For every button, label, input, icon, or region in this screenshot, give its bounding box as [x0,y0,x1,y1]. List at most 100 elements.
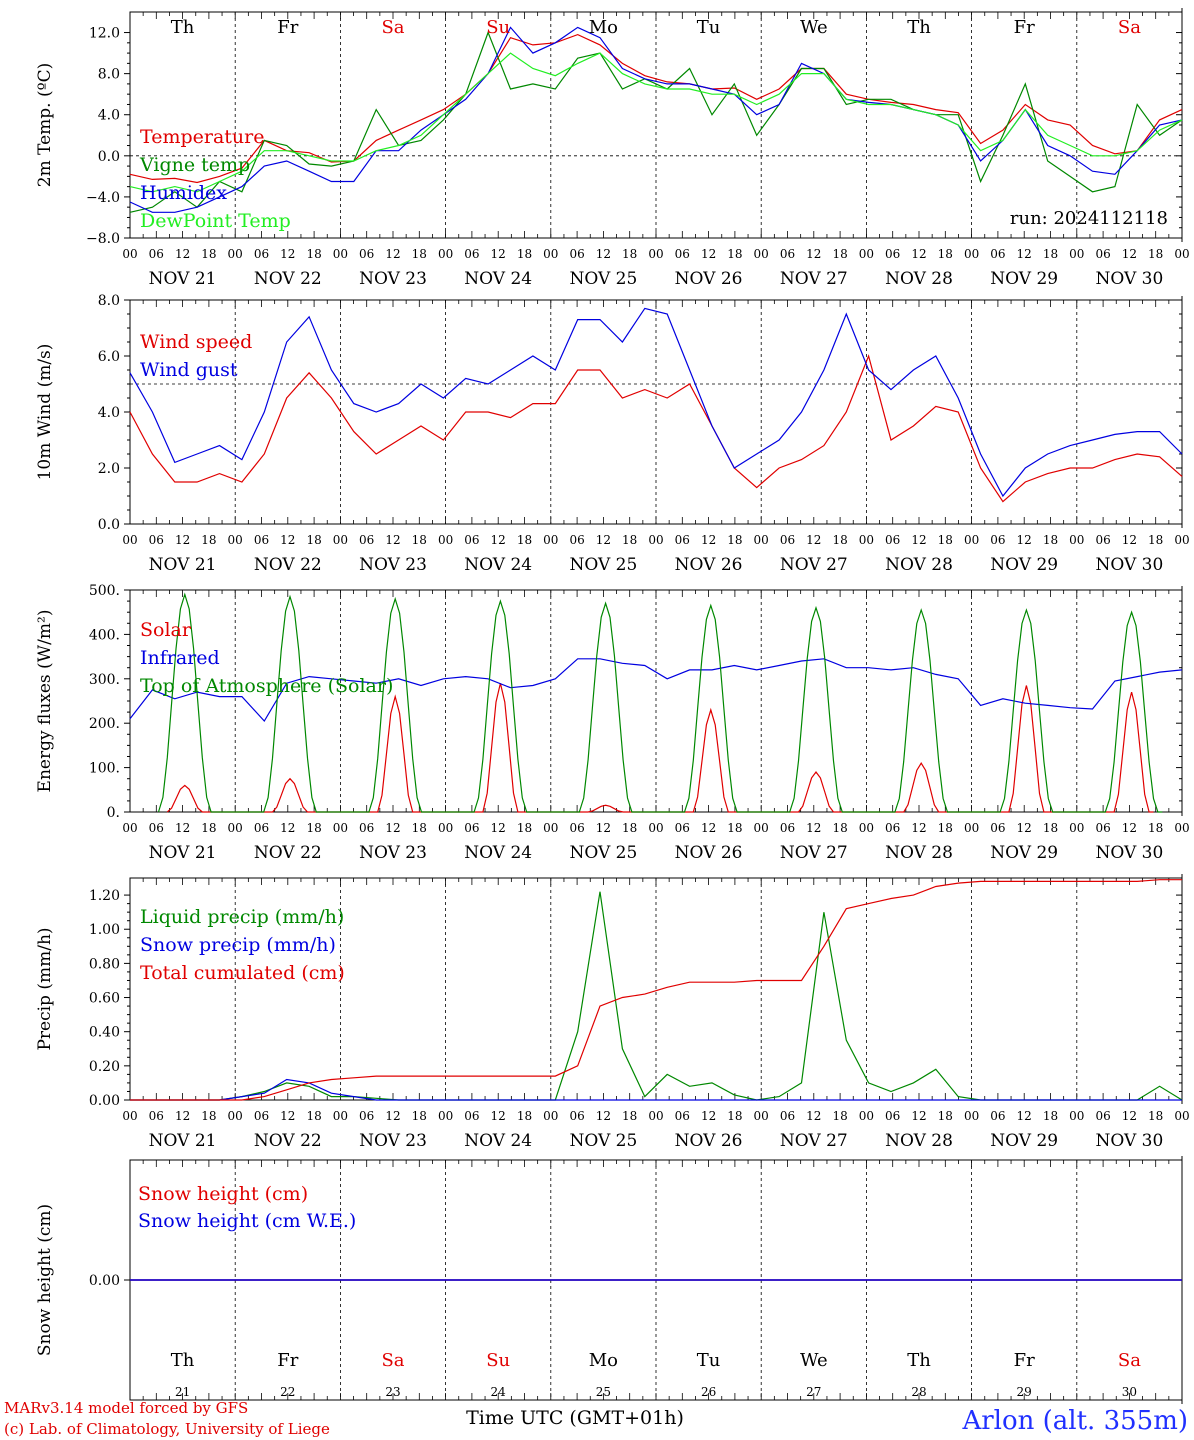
x-hour-label: 06 [359,1109,374,1123]
x-hour-label: 12 [596,533,611,547]
x-hour-label: 18 [1148,533,1163,547]
x-hour-label: 12 [385,821,400,835]
x-date-label: NOV 21 [149,555,217,575]
x-hour-label: 18 [1043,533,1058,547]
x-hour-label: 12 [806,247,821,261]
station-label: Arlon (alt. 355m) [961,1406,1188,1436]
x-hour-label: 00 [228,247,243,261]
x-hour-label: 06 [990,1109,1005,1123]
x-hour-label: 18 [517,821,532,835]
x-date-label: NOV 23 [359,843,427,863]
x-hour-label: 06 [1095,247,1110,261]
x-date-label: NOV 22 [254,555,322,575]
x-hour-label: 06 [885,247,900,261]
x-hour-label: 12 [1017,1109,1032,1123]
x-hour-label: 12 [1017,821,1032,835]
x-hour-label: 00 [333,1109,348,1123]
y-tick-label: 0.00 [89,1273,120,1289]
x-date-label: NOV 28 [885,269,953,289]
x-hour-label: 06 [254,533,269,547]
x-hour-label: 06 [359,247,374,261]
panel-wind: 0.0 2.0 4.0 6.0 8.0 10m Wind (m/s) 00 06 12 18 NOV… [35,293,1190,575]
x-hour-label: 00 [648,1109,663,1123]
x-hour-label: 00 [1069,821,1084,835]
x-hour-label: 00 [543,247,558,261]
x-hour-label: 18 [517,533,532,547]
x-date-label: NOV 24 [464,555,532,575]
x-hour-label: 18 [727,1109,742,1123]
x-hour-label: 00 [859,821,874,835]
x-hour-label: 06 [780,1109,795,1123]
y-tick-label: 100. [89,761,120,777]
x-hour-label: 00 [1174,533,1189,547]
legend-entry: Liquid precip (mm/h) [140,906,344,928]
x-hour-label: 00 [1174,821,1189,835]
y-tick-label: −4.0 [86,190,120,206]
day-name: Mo [589,1350,618,1371]
series-line [129,52,1183,193]
x-hour-label: 18 [201,247,216,261]
x-hour-label: 18 [622,533,637,547]
x-hour-label: 18 [306,533,321,547]
x-hour-label: 00 [122,1109,137,1123]
x-date-label: NOV 29 [990,1131,1058,1151]
legend-entry: Snow height (cm W.E.) [138,1210,356,1232]
x-hour-label: 18 [412,247,427,261]
x-date-label: NOV 30 [1095,555,1163,575]
x-hour-label: 00 [543,821,558,835]
x-hour-label: 12 [491,821,506,835]
day-name: Sa [381,1350,404,1371]
x-hour-label: 12 [911,821,926,835]
series-line [129,307,1183,498]
x-hour-label: 06 [675,1109,690,1123]
x-hour-label: 06 [359,821,374,835]
footer-model-line: MARv3.14 model forced by GFS [4,1399,248,1417]
x-hour-label: 06 [569,821,584,835]
x-hour-label: 00 [333,247,348,261]
x-hour-label: 12 [491,247,506,261]
x-hour-label: 06 [780,821,795,835]
x-hour-label: 18 [412,533,427,547]
x-hour-label: 06 [149,1109,164,1123]
x-date-label: NOV 24 [464,1131,532,1151]
series-line [129,354,1183,503]
x-hour-label: 06 [569,1109,584,1123]
y-tick-label: 0.40 [89,1025,120,1041]
x-hour-label: 00 [1069,533,1084,547]
day-name: Su [486,17,510,38]
day-name: Fr [1014,1350,1035,1371]
y-tick-label: 4.0 [98,108,120,124]
legend-entry: Snow precip (mm/h) [140,934,336,956]
x-hour-label: 00 [333,821,348,835]
x-hour-label: 12 [806,533,821,547]
x-hour-label: 18 [412,821,427,835]
series-line [130,879,1182,1101]
x-date-label: NOV 29 [990,269,1058,289]
x-hour-label: 06 [885,821,900,835]
x-date-label: NOV 21 [149,269,217,289]
x-hour-label: 12 [596,1109,611,1123]
x-date-label: NOV 26 [675,1131,743,1151]
x-date-label: NOV 29 [990,555,1058,575]
x-hour-label: 18 [938,1109,953,1123]
x-hour-label: 12 [491,1109,506,1123]
x-date-label: NOV 27 [780,1131,848,1151]
y-tick-label: 8.0 [98,293,120,309]
x-date-label: NOV 28 [885,555,953,575]
x-date-label: NOV 25 [569,555,637,575]
x-hour-label: 12 [385,1109,400,1123]
x-hour-label: 18 [622,1109,637,1123]
x-hour-label: 00 [648,533,663,547]
x-hour-label: 00 [754,533,769,547]
x-hour-label: 18 [517,1109,532,1123]
x-date-label: NOV 30 [1095,843,1163,863]
x-date-label: NOV 25 [569,269,637,289]
day-number: 21 [175,1385,190,1399]
x-hour-label: 00 [543,1109,558,1123]
x-hour-label: 12 [701,821,716,835]
x-hour-label: 18 [1148,821,1163,835]
y-tick-label: 4.0 [98,405,120,421]
panel-energy: 0. 100. 200. 300. 400. 500. Energy fluxes (W/m… [35,583,1190,863]
y-tick-label: 0.20 [89,1059,120,1075]
x-hour-label: 12 [1017,247,1032,261]
